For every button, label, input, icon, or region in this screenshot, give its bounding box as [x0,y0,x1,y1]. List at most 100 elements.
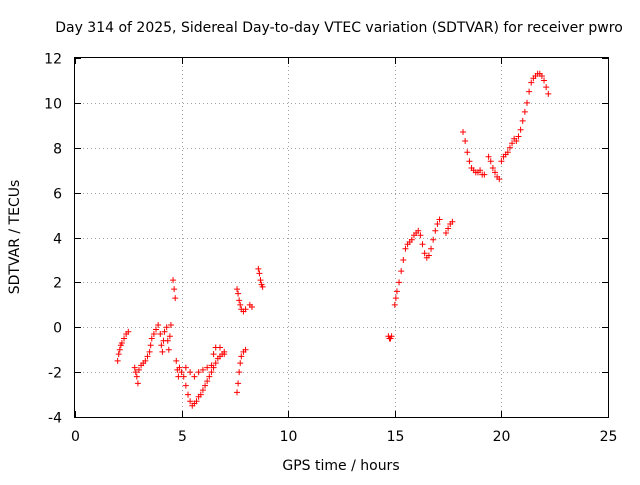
data-point [191,373,198,380]
y-tick-label: 2 [53,276,62,292]
data-point [498,158,505,165]
y-tick-label: 12 [44,52,62,68]
data-point [421,250,428,257]
y-tick-labels: -4 -2 0 2 4 6 8 10 12 [44,52,62,427]
data-point [173,357,180,364]
chart-title: Day 314 of 2025, Sidereal Day-to-day VTE… [55,20,623,36]
data-point [477,167,484,174]
data-point [248,304,255,311]
data-point [408,236,415,243]
data-point [526,88,533,95]
x-axis-title: GPS time / hours [282,458,399,474]
data-point [485,153,492,160]
data-point [235,290,242,297]
data-point [176,364,183,371]
data-point [538,72,545,79]
data-point [199,387,206,394]
data-point [523,99,530,106]
grid [75,58,608,417]
data-point [521,108,528,115]
ticks [75,58,609,418]
data-point [466,158,473,165]
data-point [519,117,526,124]
data-point [193,398,200,405]
data-point [545,90,552,97]
data-point [515,133,522,140]
data-point [204,378,211,385]
data-point [121,335,128,342]
data-point [115,351,122,358]
data-point [528,79,535,86]
x-tick-label: 10 [280,429,298,445]
data-point [178,369,185,376]
data-point [417,232,424,239]
data-point [208,362,215,369]
y-tick-label: 10 [44,97,62,113]
data-point [509,140,516,147]
data-point [428,245,435,252]
data-point [234,389,241,396]
y-tick-label: -4 [48,411,62,427]
data-point [118,339,125,346]
data-point [415,227,422,234]
data-point [221,351,228,358]
data-point [396,279,403,286]
y-tick-label: 0 [53,321,62,337]
data-point [506,144,513,151]
x-tick-label: 5 [178,429,187,445]
data-point [257,277,264,284]
data-point [175,373,182,380]
y-tick-label: 4 [53,232,62,248]
data-point [199,366,206,373]
data-point [172,295,179,302]
data-point [184,391,191,398]
data-point [208,369,215,376]
data-point [166,333,173,340]
data-point [132,369,139,376]
data-point [496,176,503,183]
data-point [513,138,520,145]
data-point [210,351,217,358]
data-point [398,268,405,275]
data-point [142,357,149,364]
data-point [425,252,432,259]
data-point [182,364,189,371]
data-point [434,221,441,228]
data-point [182,382,189,389]
x-tick-label: 0 [71,429,80,445]
data-point [464,149,471,156]
data-point [235,380,242,387]
data-point [462,138,469,145]
data-point [153,326,160,333]
data-point [392,295,399,302]
data-marks [114,70,552,409]
data-point [164,337,171,344]
data-point [157,330,164,337]
data-point [237,301,244,308]
x-tick-label: 15 [387,429,405,445]
data-point [167,322,174,329]
plot-frame [74,57,609,418]
data-point [114,357,121,364]
data-point [206,373,213,380]
data-point [195,369,202,376]
data-point [171,286,178,293]
data-point [402,245,409,252]
data-point [543,84,550,91]
data-point [487,158,494,165]
data-point [159,348,166,355]
data-point [236,369,243,376]
data-point [242,306,249,313]
data-point [445,225,452,232]
x-tick-labels: 0 5 10 15 20 25 [71,429,617,445]
data-point [135,366,142,373]
data-point [155,322,162,329]
data-point [170,277,177,284]
data-point [212,360,219,367]
data-point [432,227,439,234]
x-tick-label: 20 [493,429,511,445]
data-point [541,77,548,84]
data-point [146,348,153,355]
